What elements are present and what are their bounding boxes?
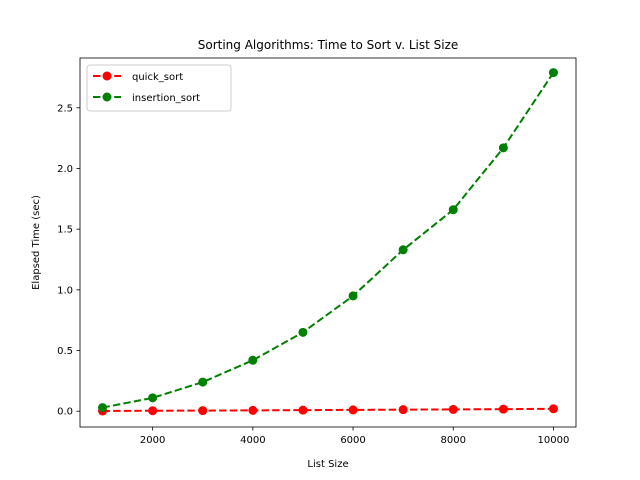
x-tick-label: 6000 (340, 435, 365, 446)
insertion_sort-line (102, 72, 555, 409)
y-axis-label: Elapsed Time (sec) (31, 195, 42, 290)
quick_sort-point (248, 405, 258, 415)
x-tick-label: 4000 (240, 435, 265, 446)
insertion_sort-point (348, 291, 358, 301)
legend-box (86, 64, 232, 112)
y-tick-label: 1.5 (57, 225, 73, 236)
quick_sort-point (548, 404, 558, 414)
insertion_sort-point (448, 205, 458, 215)
x-tick-label: 10000 (538, 435, 570, 446)
quick_sort-point (448, 404, 458, 414)
insertion_sort-point (98, 403, 108, 413)
quick_sort-point (298, 405, 308, 415)
insertion_sort-point (548, 68, 558, 78)
x-axis-ticks: 2000 4000 6000 8000 10000 (140, 427, 569, 446)
legend-swatch-marker (102, 92, 112, 102)
legend-entry: insertion_sort (132, 93, 200, 104)
insertion_sort-point (198, 377, 208, 387)
y-tick-label: 2.5 (57, 103, 73, 114)
legend-entry: quick_sort (132, 72, 183, 83)
legend-swatch-marker (102, 71, 112, 81)
y-tick-label: 2.0 (57, 164, 73, 175)
quick_sort-point (348, 405, 358, 415)
quick_sort-point (398, 405, 408, 415)
x-axis-label: List Size (307, 459, 348, 470)
insertion_sort-point (498, 143, 508, 153)
y-tick-label: 1.0 (57, 285, 73, 296)
insertion_sort-point (398, 245, 408, 255)
legend: quick_sort insertion_sort (86, 64, 232, 112)
quick_sort-point (198, 406, 208, 416)
y-tick-label: 0.0 (57, 407, 73, 418)
plot-frame (79, 57, 577, 428)
insertion_sort-point (248, 355, 258, 365)
chart-title: Sorting Algorithms: Time to Sort v. List… (198, 38, 459, 52)
x-tick-label: 2000 (140, 435, 165, 446)
y-axis-ticks: 0.0 0.5 1.0 1.5 2.0 2.5 (57, 103, 80, 418)
y-tick-label: 0.5 (57, 346, 73, 357)
insertion_sort-point (148, 393, 158, 403)
x-tick-label: 8000 (441, 435, 466, 446)
quick_sort-point (498, 404, 508, 414)
quick_sort-line (102, 407, 554, 412)
series-layer (98, 68, 558, 416)
insertion_sort-point (298, 327, 308, 337)
quick_sort-point (148, 406, 158, 416)
